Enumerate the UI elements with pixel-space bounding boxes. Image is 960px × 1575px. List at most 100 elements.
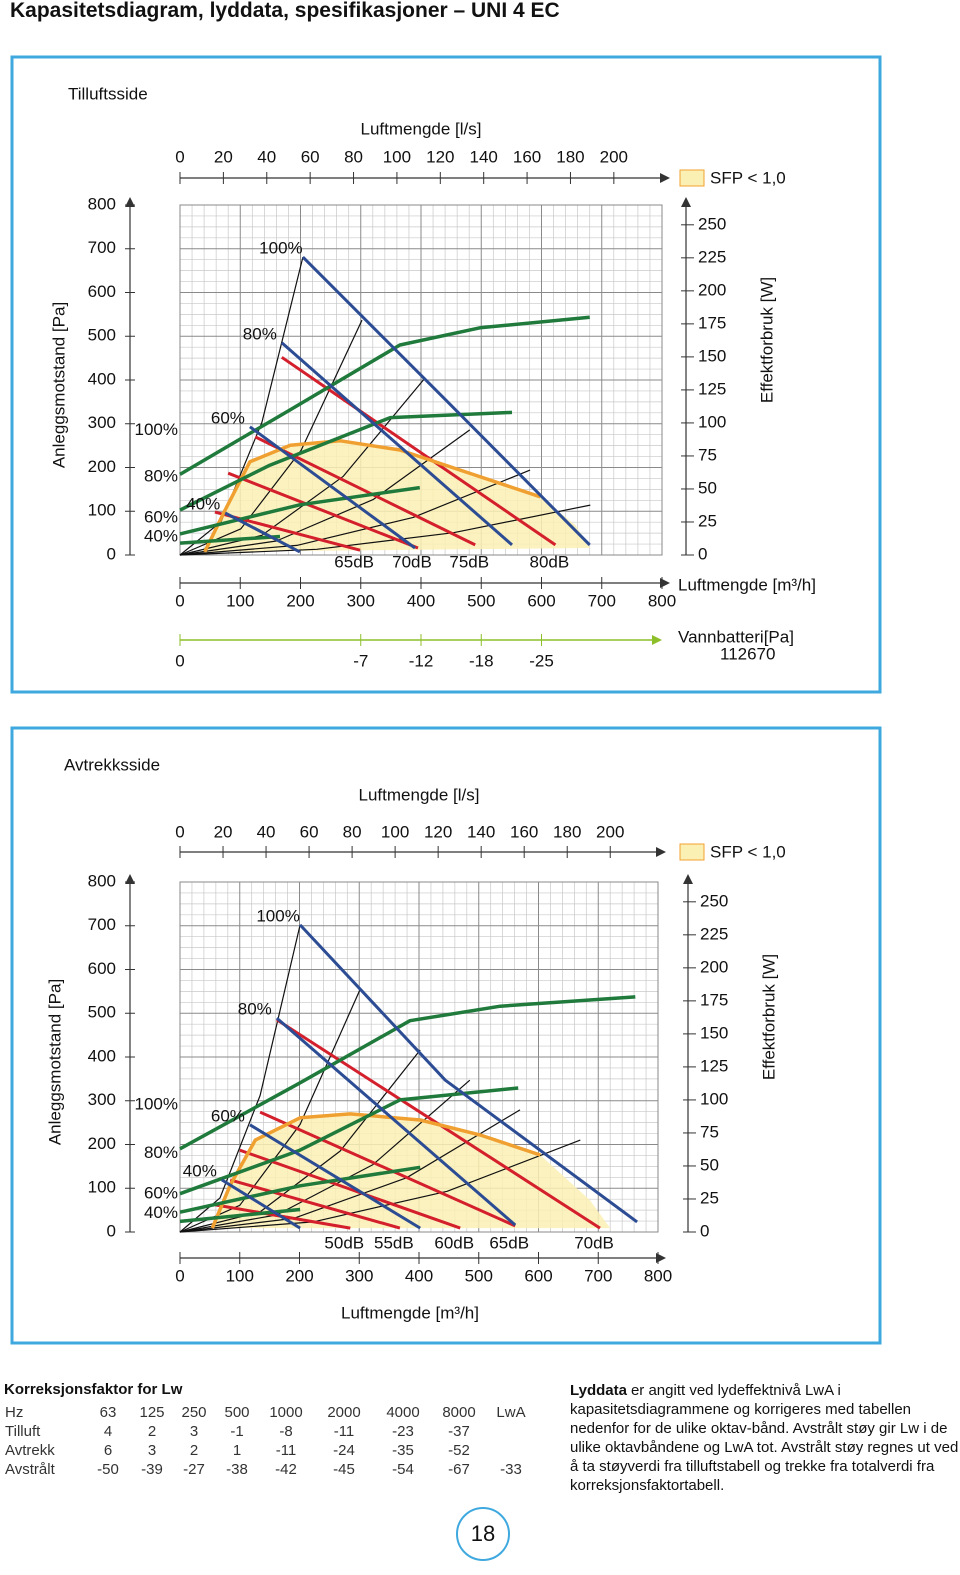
x2-tick-label: 0	[175, 822, 184, 841]
table-cell: -33	[500, 1461, 522, 1478]
table-cell: -27	[183, 1461, 205, 1478]
x-tick-label: 400	[407, 591, 435, 610]
x-tick-label: 300	[347, 591, 375, 610]
table-cell: -54	[392, 1461, 414, 1478]
axis-arrow	[660, 173, 670, 183]
water-battery-tick-label: -18	[469, 651, 494, 670]
y2-tick-label: 100	[698, 412, 726, 431]
y-tick-label: 400	[88, 1046, 116, 1065]
table-cell: -38	[226, 1461, 248, 1478]
x-tick-label: 500	[467, 591, 495, 610]
x-tick-label: 0	[175, 591, 184, 610]
water-battery-model: 112670	[720, 644, 775, 663]
water-battery-tick-label: -12	[409, 651, 434, 670]
sound-label: 70dB	[574, 1233, 614, 1252]
axis-arrow	[656, 847, 666, 857]
x2-tick-label: 140	[470, 147, 498, 166]
x-axis-label: Luftmengde [m³/h]	[341, 1303, 479, 1322]
y2-tick-label: 25	[698, 511, 717, 530]
y2-tick-label: 125	[698, 379, 726, 398]
y2-tick-label: 225	[698, 247, 726, 266]
y-tick-label: 700	[88, 238, 116, 257]
power-label: 60%	[144, 507, 178, 526]
panel-title: Avtrekksside	[64, 755, 160, 774]
x2-tick-label: 140	[467, 822, 495, 841]
y-tick-label: 500	[88, 326, 116, 345]
water-battery-tick-label: -25	[529, 651, 554, 670]
y2-tick-label: 250	[700, 891, 728, 910]
sfp-legend-swatch	[679, 169, 705, 187]
axis-arrow	[683, 874, 693, 884]
sound-label: 70dB	[392, 552, 432, 571]
x2-tick-label: 40	[257, 147, 276, 166]
fan-curve	[249, 1123, 421, 1230]
y2-tick-label: 75	[698, 445, 717, 464]
x-tick-label: 600	[527, 591, 555, 610]
x2-tick-label: 120	[426, 147, 454, 166]
x-tick-label: 300	[345, 1266, 373, 1285]
sound-line	[229, 1178, 401, 1230]
y2-tick-label: 75	[700, 1122, 719, 1141]
y2-tick-label: 200	[698, 280, 726, 299]
fan-curve	[249, 425, 416, 550]
fan-label: 40%	[186, 494, 220, 513]
y2-tick-label: 150	[698, 346, 726, 365]
power-label: 100%	[135, 1094, 178, 1113]
table-cell: -23	[392, 1423, 414, 1440]
fan-label: 100%	[259, 239, 302, 258]
sound-label: 65dB	[489, 1233, 529, 1252]
y2-tick-label: 25	[700, 1188, 719, 1207]
axis-arrow	[681, 197, 691, 207]
x2-tick-label: 0	[175, 147, 184, 166]
table-cell: -11	[333, 1423, 355, 1440]
fan-label: 80%	[243, 324, 277, 343]
sound-line	[239, 1148, 461, 1230]
note: Lyddata er angitt ved lydeffektnivå LwA i…	[570, 1381, 960, 1495]
x2-tick-label: 20	[214, 822, 233, 841]
fan-label: 80%	[238, 1000, 272, 1019]
fan-curve	[275, 1016, 517, 1227]
x2-tick-label: 200	[600, 147, 628, 166]
fan-label: 60%	[211, 408, 245, 427]
sound-label: 80dB	[530, 552, 570, 571]
x2-tick-label: 60	[300, 822, 319, 841]
y-tick-label: 400	[88, 369, 116, 388]
x2-tick-label: 180	[553, 822, 581, 841]
power-curve	[179, 410, 513, 512]
table-cell: -45	[333, 1461, 355, 1478]
y-tick-label: 600	[88, 959, 116, 978]
table-cell: Tilluft	[5, 1423, 41, 1440]
fan-curve	[224, 511, 301, 554]
table-cell: -8	[279, 1423, 293, 1440]
table-cell: -35	[392, 1442, 414, 1459]
system-curve	[179, 256, 304, 556]
x2-tick-label: 120	[424, 822, 452, 841]
y2-tick-label: 225	[700, 924, 728, 943]
table-cell: 8000	[442, 1404, 476, 1421]
x2-axis-label: Luftmengde [l/s]	[361, 119, 482, 138]
y2-tick-label: 150	[700, 1023, 728, 1042]
y-tick-label: 0	[107, 1221, 116, 1240]
x2-tick-label: 80	[343, 822, 362, 841]
fan-label: 100%	[256, 906, 299, 925]
table-cell: Hz	[5, 1404, 24, 1421]
y-tick-label: 800	[88, 194, 116, 213]
y2-axis-label: Effektforbruk [W]	[759, 954, 778, 1080]
table-cell: 1	[232, 1442, 242, 1459]
water-battery-tick-label: 0	[175, 651, 184, 670]
table-cell: 2000	[327, 1404, 361, 1421]
y2-tick-label: 50	[700, 1155, 719, 1174]
y2-tick-label: 0	[698, 544, 707, 563]
panel-title: Tilluftsside	[68, 84, 148, 103]
sfp-legend-label: SFP < 1,0	[710, 168, 786, 187]
fan-curve	[299, 923, 638, 1224]
y-tick-label: 300	[88, 1090, 116, 1109]
x-tick-label: 600	[524, 1266, 552, 1285]
y-tick-label: 100	[88, 1178, 116, 1197]
page-number: 18	[456, 1507, 510, 1561]
y-tick-label: 0	[107, 544, 116, 563]
x-tick-label: 400	[405, 1266, 433, 1285]
table-cell: Avstrålt	[5, 1461, 55, 1478]
x-tick-label: 200	[286, 591, 314, 610]
